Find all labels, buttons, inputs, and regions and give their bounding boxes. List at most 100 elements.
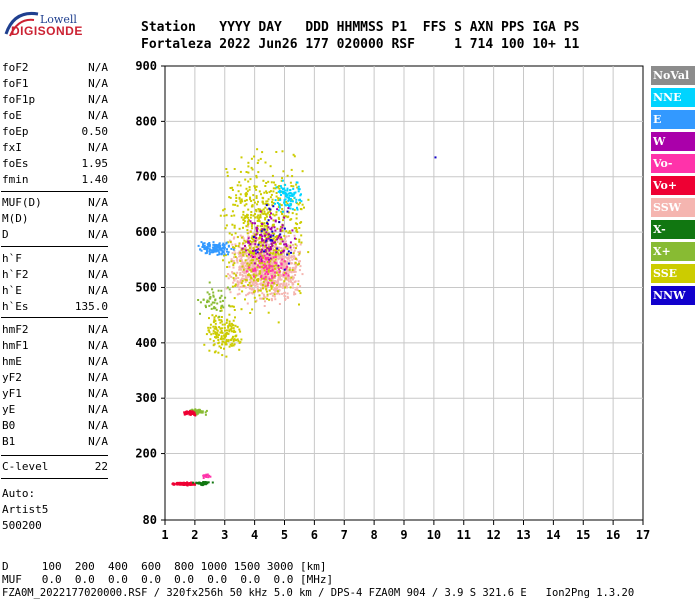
echo-point-ssw: [236, 257, 238, 260]
echo-point-ssw: [281, 255, 284, 257]
echo-point-e: [211, 251, 213, 254]
param-name: hmF2: [2, 323, 29, 336]
echo-point-e: [212, 251, 215, 254]
echo-point-sse: [214, 336, 216, 339]
echo-point-x-: [212, 307, 215, 310]
echo-point-sse: [265, 190, 268, 193]
echo-point-sse: [255, 274, 258, 277]
echo-point-ssw: [249, 260, 252, 263]
echo-point-sse: [260, 261, 262, 264]
echo-point-nne: [287, 199, 290, 202]
echo-point-sse: [250, 205, 253, 208]
echo-point-x-: [211, 288, 214, 291]
echo-point-sse: [269, 190, 272, 193]
echo-point-x-: [201, 482, 203, 485]
echo-point-sse: [229, 196, 232, 199]
echo-point-ssw: [264, 296, 267, 299]
echo-point-vo-: [265, 264, 268, 267]
echo-point-sse: [248, 244, 251, 247]
echo-point-sse: [238, 328, 241, 331]
echo-point-ssw: [239, 285, 242, 288]
echo-point-ssw: [280, 265, 283, 268]
echo-point-ssw: [296, 289, 299, 292]
echo-point-sse: [261, 261, 264, 264]
echo-point-ssw: [233, 249, 236, 252]
echo-point-sse: [289, 181, 292, 184]
echo-point-sse: [240, 282, 243, 285]
echo-point-sse: [252, 194, 255, 197]
echo-point-sse: [258, 248, 261, 251]
echo-point-sse: [208, 317, 210, 320]
echo-point-ssw: [241, 266, 244, 269]
echo-point-ssw: [260, 270, 263, 273]
echo-point-sse: [272, 276, 275, 279]
echo-point-vo-: [269, 270, 272, 272]
echo-point-x-: [208, 304, 211, 307]
x-tick-label: 5: [281, 528, 288, 542]
echo-point-sse: [303, 206, 305, 209]
echo-point-sse: [258, 237, 261, 240]
echo-point-nnw: [263, 228, 266, 231]
echo-point-vo-: [264, 257, 267, 259]
echo-point-e: [203, 248, 206, 250]
echo-point-sse: [244, 178, 247, 181]
echo-point-x-: [210, 303, 213, 306]
echo-point-ssw: [278, 255, 281, 258]
echo-point-w: [254, 222, 256, 225]
echo-point-sse: [207, 326, 210, 329]
echo-point-sse: [228, 330, 231, 333]
echo-point-ssw: [286, 246, 289, 248]
echo-point-vo-: [248, 266, 251, 269]
echo-point-sse: [263, 244, 266, 247]
echo-point-nnw: [270, 239, 272, 241]
echo-point-sse: [233, 343, 236, 346]
echo-point-sse: [255, 188, 258, 191]
echo-point-e: [216, 253, 219, 256]
echo-point-nne: [285, 194, 288, 197]
echo-point-sse: [263, 232, 266, 235]
echo-point-sse: [215, 334, 218, 337]
echo-point-e: [222, 247, 225, 249]
echo-point-x-: [206, 291, 209, 294]
echo-point-e: [226, 250, 228, 253]
echo-point-w: [275, 251, 278, 254]
echo-point-ssw: [227, 277, 230, 280]
echo-point-ssw: [292, 246, 295, 249]
echo-point-sse: [295, 238, 298, 240]
echo-point-sse: [220, 319, 223, 322]
echo-point-vo-: [191, 483, 194, 486]
x-tick-label: 11: [457, 528, 471, 542]
echo-point-sse: [278, 185, 281, 187]
echo-point-sse: [242, 222, 245, 224]
echo-point-w: [254, 239, 257, 242]
echo-point-sse: [220, 338, 223, 341]
echo-point-sse: [232, 246, 234, 249]
echo-point-ssw: [291, 270, 294, 273]
echo-point-sse: [221, 340, 224, 343]
echo-point-sse: [275, 151, 278, 153]
echo-point-sse: [275, 247, 277, 250]
echo-point-sse: [275, 271, 278, 274]
echo-point-ssw: [282, 251, 285, 254]
echo-point-sse: [259, 270, 262, 273]
echo-point-sse: [272, 219, 275, 222]
echo-point-sse: [288, 230, 291, 233]
echo-point-x-: [204, 481, 207, 483]
x-tick-label: 8: [371, 528, 378, 542]
param-value: 0.50: [81, 125, 109, 138]
echo-point-sse: [212, 325, 215, 328]
echo-point-vo-: [193, 412, 196, 415]
echo-point-ssw: [251, 265, 254, 268]
echo-point-ssw: [273, 295, 276, 298]
echo-point-sse: [249, 198, 252, 201]
echo-point-w: [260, 260, 263, 263]
echo-point-ssw: [293, 268, 296, 271]
echo-point-vo-: [285, 267, 288, 270]
echo-point-vo-: [190, 481, 193, 484]
echo-point-sse: [233, 262, 236, 265]
legend-item-e: E: [651, 110, 695, 129]
echo-point-ssw: [230, 275, 233, 278]
echo-point-sse: [227, 325, 230, 328]
echo-point-ssw: [286, 292, 289, 295]
echo-point-sse: [288, 252, 291, 255]
